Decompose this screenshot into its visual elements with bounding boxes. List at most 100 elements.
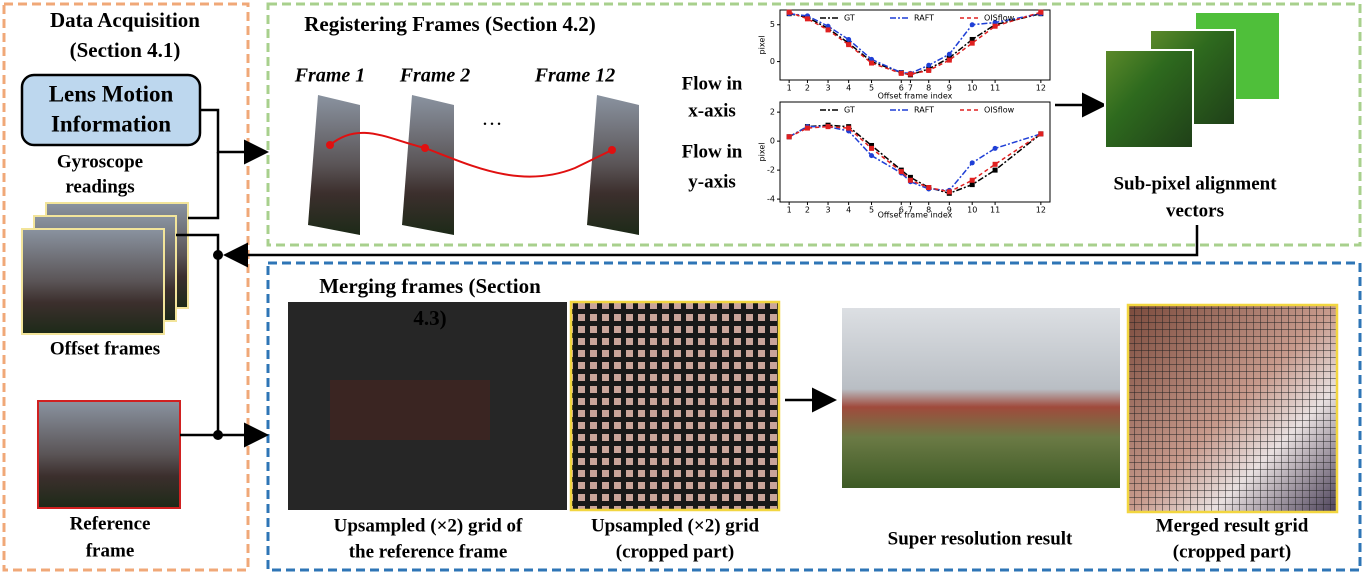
x-tick-label: 10 <box>967 84 977 93</box>
flow-label: y-axis <box>688 171 736 192</box>
caption: Super resolution result <box>888 528 1073 549</box>
upsampled-image-detail <box>330 380 490 440</box>
point <box>970 182 975 187</box>
point <box>826 27 831 32</box>
frame-label: Frame 2 <box>399 65 471 87</box>
point <box>970 160 975 165</box>
x-tick-label: 5 <box>869 84 874 93</box>
result-image <box>842 308 1120 488</box>
caption: Merged result grid <box>1156 515 1309 536</box>
gyro-label: Gyroscope <box>57 151 143 172</box>
vector-map <box>1105 50 1193 148</box>
point <box>970 178 975 183</box>
point <box>1038 10 1043 15</box>
legend-label: OISflow <box>984 14 1015 23</box>
offset-frame <box>22 229 164 334</box>
diagram: Data Acquisition (Section 4.1) Lens Moti… <box>0 0 1367 576</box>
flow-label: x-axis <box>688 100 736 121</box>
point <box>993 146 998 151</box>
frame-image <box>402 95 454 235</box>
x-tick-label: 2 <box>805 206 810 215</box>
y-axis-label: pixel <box>758 36 767 55</box>
plot-area <box>780 102 1050 202</box>
x-tick-label: 10 <box>967 206 977 215</box>
trajectory-point <box>326 141 334 149</box>
x-tick-label: 12 <box>1036 206 1046 215</box>
point <box>869 61 874 66</box>
flow-label: Flow in <box>682 73 743 94</box>
reference-label: frame <box>86 540 135 561</box>
point <box>926 68 931 73</box>
ellipsis: … <box>482 106 503 130</box>
merged-crop-grid <box>1128 305 1337 512</box>
gyro-label: readings <box>65 176 134 197</box>
reference-frame <box>38 401 180 508</box>
trajectory-point <box>421 144 429 152</box>
vectors-label: Sub-pixel alignment <box>1113 173 1277 194</box>
frame-image <box>308 95 360 235</box>
frame-label: Frame 12 <box>534 65 616 87</box>
junction <box>213 430 223 440</box>
point <box>805 16 810 21</box>
trajectory-point <box>608 146 616 154</box>
section-subtitle: (Section 4.1) <box>70 38 181 62</box>
vectors-label: vectors <box>1166 200 1224 221</box>
point <box>899 71 904 76</box>
point <box>787 134 792 139</box>
y-tick-label: -2 <box>767 166 775 175</box>
section-title: Data Acquisition <box>50 8 200 32</box>
point <box>869 146 874 151</box>
point <box>970 41 975 46</box>
flow-label: Flow in <box>682 141 743 162</box>
point <box>1038 131 1043 136</box>
point <box>947 52 952 57</box>
x-tick-label: 2 <box>805 84 810 93</box>
point <box>846 42 851 47</box>
section-title: Registering Frames (Section 4.2) <box>304 12 596 36</box>
point <box>993 168 998 173</box>
caption: (cropped part) <box>1173 541 1291 562</box>
section-title: Merging frames (Section <box>319 274 541 298</box>
point <box>993 24 998 29</box>
x-tick-label: 11 <box>990 206 1000 215</box>
y-tick-label: 2 <box>770 108 775 117</box>
point <box>908 72 913 77</box>
legend-label: RAFT <box>914 14 934 23</box>
point <box>869 153 874 158</box>
upsampled-crop <box>571 302 779 510</box>
frame-label: Frame 1 <box>294 65 366 87</box>
junction <box>213 250 223 260</box>
legend-label: GT <box>844 14 855 23</box>
point <box>993 162 998 167</box>
point <box>908 178 913 183</box>
y-tick-label: 0 <box>770 57 775 66</box>
point <box>926 63 931 68</box>
point <box>826 124 831 129</box>
x-tick-label: 4 <box>846 206 851 215</box>
x-tick-label: 3 <box>826 84 831 93</box>
x-tick-label: 5 <box>869 206 874 215</box>
point <box>970 22 975 27</box>
caption: the reference frame <box>349 541 508 562</box>
x-axis-label: Offset frame index <box>878 211 953 220</box>
legend-label: GT <box>844 106 855 115</box>
point <box>805 126 810 131</box>
caption: (cropped part) <box>616 541 734 562</box>
x-tick-label: 1 <box>787 84 792 93</box>
point <box>846 126 851 131</box>
y-tick-label: 5 <box>770 20 775 29</box>
point <box>947 189 952 194</box>
y-tick-label: 0 <box>770 137 775 146</box>
caption: Upsampled (×2) grid of <box>334 515 523 536</box>
x-tick-label: 12 <box>1036 84 1046 93</box>
x-tick-label: 1 <box>787 206 792 215</box>
y-axis-label: pixel <box>758 143 767 162</box>
lens-label: Lens Motion <box>49 81 174 106</box>
x-tick-label: 11 <box>990 84 1000 93</box>
legend-label: RAFT <box>914 106 934 115</box>
caption: Upsampled (×2) grid <box>591 515 760 536</box>
x-tick-label: 4 <box>846 84 851 93</box>
trajectory <box>330 133 612 177</box>
x-tick-label: 3 <box>826 206 831 215</box>
point <box>947 58 952 63</box>
